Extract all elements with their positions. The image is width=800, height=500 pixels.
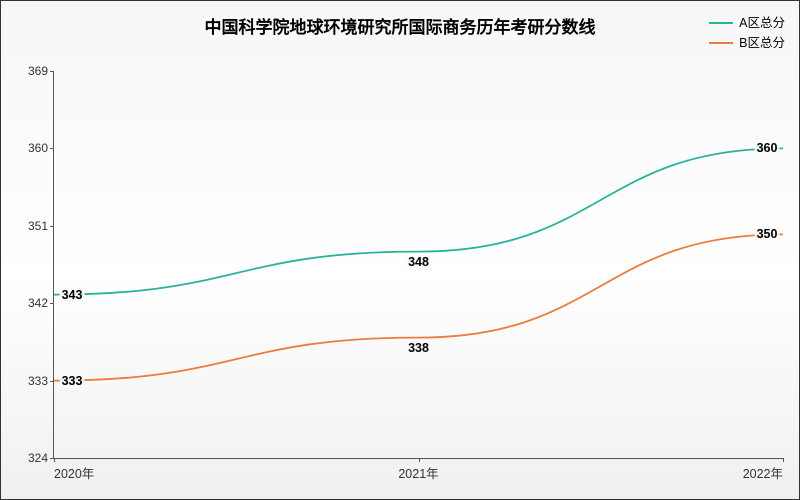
y-axis-tick-label: 333 <box>14 374 48 388</box>
data-point-label: 350 <box>755 227 780 241</box>
plot-area: 3243333423513603692020年2021年2022年3433483… <box>53 71 783 459</box>
data-point-label: 338 <box>406 341 431 355</box>
data-point-label: 333 <box>60 374 85 388</box>
legend-label-a: A区总分 <box>739 13 785 33</box>
y-axis-tick-label: 342 <box>14 296 48 310</box>
y-axis-tick-label: 324 <box>14 451 48 465</box>
data-point-label: 348 <box>406 255 431 269</box>
legend-item-b: B区总分 <box>709 33 785 53</box>
legend-swatch-a <box>709 22 733 24</box>
x-axis-tick-label: 2021年 <box>398 463 438 482</box>
legend: A区总分 B区总分 <box>709 13 785 53</box>
y-axis-tick-label: 369 <box>14 64 48 78</box>
y-axis-tick-label: 360 <box>14 141 48 155</box>
chart-container: 中国科学院地球环境研究所国际商务历年考研分数线 A区总分 B区总分 324 333… <box>0 0 800 500</box>
legend-label-b: B区总分 <box>739 33 785 53</box>
chart-title: 中国科学院地球环境研究所国际商务历年考研分数线 <box>1 13 799 38</box>
series-line <box>54 148 783 294</box>
x-axis-tick-label: 2022年 <box>743 463 783 482</box>
y-axis-tick-label: 351 <box>14 219 48 233</box>
legend-swatch-b <box>709 42 733 44</box>
data-point-label: 360 <box>755 141 780 155</box>
data-point-label: 343 <box>60 288 85 302</box>
x-axis-tick-label: 2020年 <box>54 463 94 482</box>
legend-item-a: A区总分 <box>709 13 785 33</box>
